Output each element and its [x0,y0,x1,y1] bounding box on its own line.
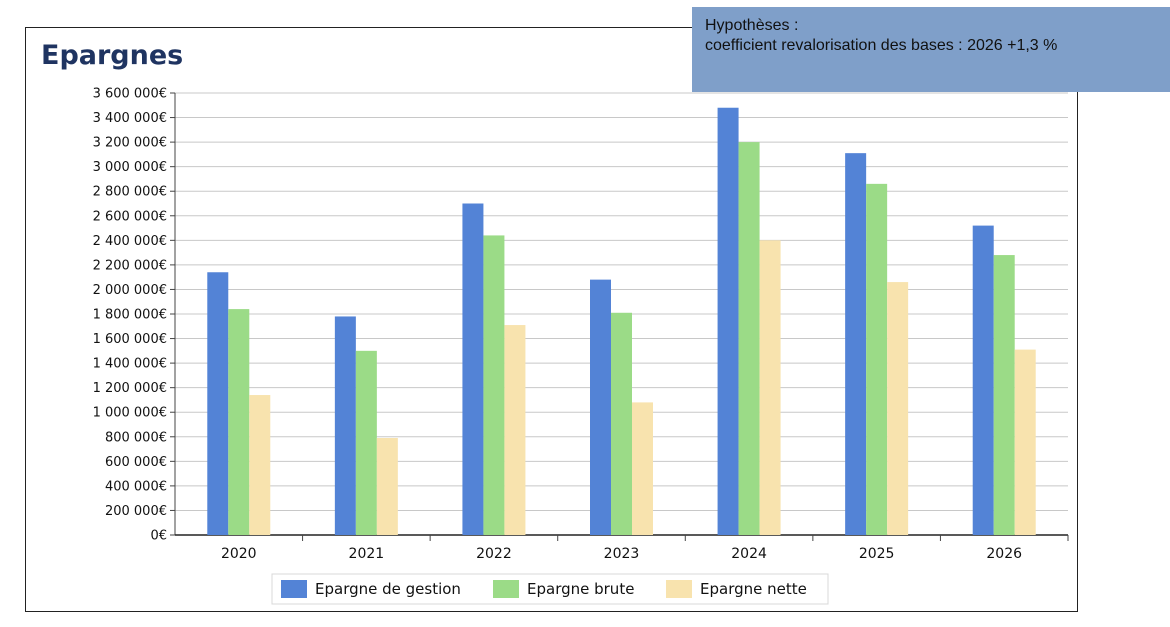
legend: Epargne de gestion Epargne brute Epargne n… [271,573,829,605]
bar[interactable] [887,282,909,535]
legend-swatch [493,580,519,598]
y-tick-label: 2 200 000€ [93,258,167,273]
y-tick-label: 600 000€ [105,455,167,470]
bar[interactable] [993,255,1015,536]
x-tick-label: 2025 [859,546,895,562]
bars [207,107,1036,536]
x-tick-label: 2022 [476,546,512,562]
bar[interactable] [504,325,526,535]
legend-label: Epargne nette [700,580,807,598]
grid-lines [175,92,1068,511]
y-tick-label: 3 400 000€ [93,111,167,126]
chart-title: Epargnes [41,40,184,71]
legend-label: Epargne brute [527,580,634,598]
y-tick-label: 1 400 000€ [93,357,167,372]
y-tick-label: 2 600 000€ [93,209,167,224]
legend-label: Epargne de gestion [315,580,461,598]
x-tick-label: 2026 [986,546,1022,562]
y-tick-label: 0€ [150,529,167,544]
bar[interactable] [228,309,250,535]
bar[interactable] [249,395,271,535]
y-tick-label: 1 000 000€ [93,406,167,421]
bar[interactable] [845,153,867,535]
y-tick-label: 400 000€ [105,479,167,494]
y-axis: 0€ 200 000€ 400 000€ 600 000€ 800 000€ 1 000 … [93,87,176,544]
bar[interactable] [334,316,356,535]
y-tick-label: 1 800 000€ [93,308,167,323]
y-tick-label: 1 200 000€ [93,381,167,396]
legend-swatch [281,580,307,598]
x-tick-label: 2023 [604,546,640,562]
x-tick-label: 2021 [349,546,385,562]
bar[interactable] [207,272,229,535]
y-tick-label: 2 800 000€ [93,185,167,200]
bar[interactable] [759,240,781,536]
bar[interactable] [611,312,632,535]
bar[interactable] [376,438,398,535]
bar[interactable] [632,402,653,535]
y-tick-label: 3 600 000€ [93,87,167,102]
y-tick-label: 800 000€ [105,430,167,445]
bar[interactable] [355,350,377,535]
bar[interactable] [1014,349,1036,535]
bar[interactable] [462,203,484,536]
y-tick-label: 3 000 000€ [93,160,167,175]
y-tick-label: 2 000 000€ [93,283,167,298]
y-tick-label: 3 200 000€ [93,136,167,151]
bar[interactable] [483,235,505,535]
legend-box [271,573,829,605]
legend-swatch [666,580,692,598]
hypotheses-box: Hypothèses : coefficient revalorisation … [692,7,1170,92]
y-tick-label: 1 600 000€ [93,332,167,347]
bar[interactable] [866,183,888,535]
bar[interactable] [590,279,611,535]
y-tick-label: 2 400 000€ [93,234,167,249]
hypotheses-line: coefficient revalorisation des bases : 2… [705,37,1058,54]
bar[interactable] [717,107,739,535]
x-tick-label: 2020 [221,546,257,562]
x-axis: 2020 2021 2022 2023 2024 2025 2026 [175,534,1069,562]
y-tick-label: 200 000€ [105,504,167,519]
x-tick-label: 2024 [731,546,767,562]
bar[interactable] [972,225,994,535]
bar[interactable] [738,142,760,535]
hypotheses-heading: Hypothèses : [705,17,799,34]
